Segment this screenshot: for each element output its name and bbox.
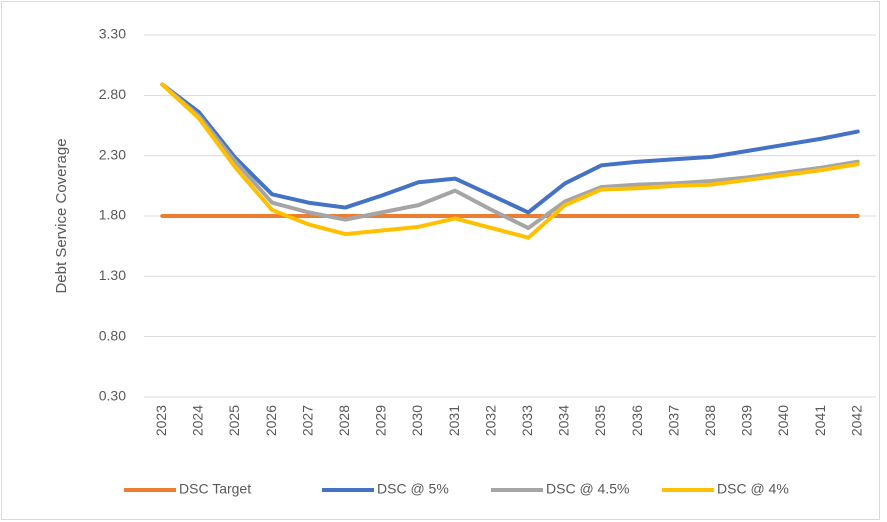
x-tick-label: 2026	[263, 405, 279, 436]
x-tick-label: 2038	[702, 405, 718, 436]
x-tick-label: 2028	[336, 405, 352, 436]
legend-label: DSC @ 4.5%	[546, 481, 629, 497]
x-tick-label: 2034	[556, 405, 572, 436]
y-tick-label: 1.30	[99, 267, 126, 283]
x-tick-label: 2035	[592, 405, 608, 436]
x-tick-label: 2030	[409, 405, 425, 436]
x-tick-label: 2027	[299, 405, 315, 436]
legend-label: DSC @ 4%	[717, 481, 789, 497]
legend-label: DSC Target	[179, 481, 251, 497]
y-tick-label: 1.80	[99, 207, 126, 223]
x-tick-label: 2040	[775, 405, 791, 436]
x-tick-label: 2032	[482, 405, 498, 436]
x-tick-label: 2037	[665, 405, 681, 436]
x-tick-label: 2039	[739, 405, 755, 436]
legend-label: DSC @ 5%	[377, 481, 449, 497]
x-tick-label: 2042	[848, 405, 864, 436]
x-tick-label: 2023	[153, 405, 169, 436]
series-line	[160, 82, 860, 240]
x-tick-label: 2029	[373, 405, 389, 436]
y-tick-label: 2.30	[99, 146, 126, 162]
x-tick-label: 2024	[190, 405, 206, 436]
y-axis-label: Debt Service Coverage	[53, 138, 70, 293]
series-line	[160, 82, 860, 215]
y-tick-label: 0.80	[99, 327, 126, 343]
x-tick-label: 2025	[226, 405, 242, 436]
y-tick-label: 0.30	[99, 388, 126, 404]
x-tick-label: 2036	[629, 405, 645, 436]
x-tick-label: 2041	[812, 405, 828, 436]
x-tick-label: 2031	[446, 405, 462, 436]
y-tick-label: 2.80	[99, 86, 126, 102]
x-tick-label: 2033	[519, 405, 535, 436]
y-tick-label: 3.30	[99, 26, 126, 42]
series-line	[160, 82, 860, 231]
